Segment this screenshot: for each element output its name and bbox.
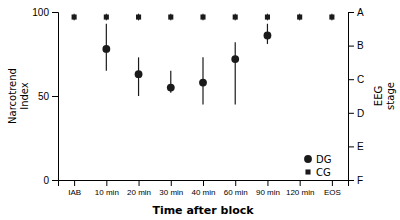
- point: [264, 32, 272, 40]
- y2-tick-label: B: [357, 40, 364, 51]
- y-tick-mark: [52, 12, 58, 13]
- point: [72, 14, 77, 19]
- x-tick-mark: [139, 180, 140, 186]
- y2-tick-label: C: [357, 74, 364, 85]
- x-tick-mark: [203, 180, 204, 186]
- x-tick: IAB: [68, 180, 81, 197]
- y2-tick-mark: [348, 79, 354, 80]
- legend-item: DG: [304, 154, 331, 165]
- axis-line: [52, 13, 59, 181]
- legend-symbol: [305, 169, 310, 174]
- point: [329, 14, 334, 19]
- x-tick-label: EOS: [324, 188, 341, 197]
- y-tick: 100: [32, 7, 58, 18]
- x-tick-mark: [332, 180, 333, 186]
- x-tick-mark: [235, 180, 236, 186]
- point: [135, 70, 143, 78]
- y-axis: 0 50 100: [32, 7, 58, 186]
- legend-label: DG: [316, 154, 331, 165]
- x-tick-label: 90 min: [256, 188, 280, 197]
- y2-tick-label: A: [357, 7, 364, 18]
- y2-tick-mark: [348, 146, 354, 147]
- y2-tick: D: [348, 108, 364, 119]
- x-tick-label: 60 min: [224, 188, 248, 197]
- x-tick: 60 min: [224, 180, 248, 197]
- y-tick-label: 0: [43, 175, 49, 186]
- series: [72, 14, 335, 21]
- y2-tick-mark: [348, 180, 354, 181]
- y2-tick: F: [348, 175, 363, 186]
- y2-axis-title: EEGstage: [373, 82, 396, 110]
- y2-tick-label: D: [357, 108, 364, 119]
- point: [233, 14, 238, 19]
- point: [102, 45, 110, 53]
- chart: IAB 10 min 20 min 30 min 40 min 60 min 90 min 1…: [0, 0, 400, 220]
- x-tick: 30 min: [159, 180, 183, 197]
- y2-tick: A: [348, 7, 364, 18]
- x-tick: 120 min: [286, 180, 314, 197]
- x-tick-label: 40 min: [191, 188, 215, 197]
- x-tick-mark: [171, 180, 172, 186]
- series: [102, 24, 271, 105]
- y2-tick-label: E: [357, 141, 364, 152]
- x-axis-title: Time after block: [152, 204, 254, 217]
- y2-tick-mark: [348, 46, 354, 47]
- y2-axis: A B C D E F: [348, 7, 364, 186]
- y-tick-mark: [52, 180, 58, 181]
- point: [200, 14, 205, 19]
- y2-tick-mark: [348, 113, 354, 114]
- x-tick-mark: [74, 180, 75, 186]
- y-tick-mark: [52, 96, 58, 97]
- x-tick-label: 30 min: [159, 188, 183, 197]
- y-tick-label: 50: [38, 91, 50, 102]
- x-tick-mark: [300, 180, 301, 186]
- x-tick-label: IAB: [68, 188, 81, 197]
- x-tick-label: 120 min: [286, 188, 314, 197]
- point: [168, 14, 173, 19]
- y2-tick: C: [348, 74, 364, 85]
- legend-item: CG: [305, 167, 330, 178]
- x-tick: 10 min: [95, 180, 119, 197]
- y-tick: 0: [43, 175, 58, 186]
- x-tick-mark: [106, 180, 107, 186]
- y2-tick-label: F: [357, 175, 363, 186]
- error-bar: [235, 42, 236, 104]
- legend: DG CG: [304, 154, 331, 178]
- x-tick-label: 20 min: [127, 188, 151, 197]
- point: [199, 79, 207, 87]
- legend-label: CG: [316, 167, 331, 178]
- y2-tick-mark: [348, 12, 354, 13]
- point: [231, 55, 239, 63]
- x-tick: 40 min: [191, 180, 215, 197]
- x-tick: EOS: [324, 180, 341, 197]
- point: [104, 14, 109, 19]
- point: [265, 14, 270, 19]
- legend-symbol: [304, 155, 312, 163]
- plot: IAB 10 min 20 min 30 min 40 min 60 min 90 min 1…: [32, 7, 364, 197]
- marks: [72, 14, 335, 105]
- y-tick: 50: [38, 91, 58, 102]
- point: [167, 84, 175, 92]
- x-tick-label: 10 min: [95, 188, 119, 197]
- y-axis-title: NarcotrendIndex: [7, 68, 30, 124]
- y2-tick: E: [348, 141, 364, 152]
- point: [297, 14, 302, 19]
- axis-line: [349, 13, 355, 181]
- y-tick-label: 100: [32, 7, 49, 18]
- axis-line: [59, 181, 349, 187]
- x-tick-mark: [267, 180, 268, 186]
- x-tick: 20 min: [127, 180, 151, 197]
- x-tick: 90 min: [256, 180, 280, 197]
- y2-tick: B: [348, 40, 364, 51]
- point: [136, 14, 141, 19]
- x-axis: IAB 10 min 20 min 30 min 40 min 60 min 90 min 1…: [59, 180, 349, 197]
